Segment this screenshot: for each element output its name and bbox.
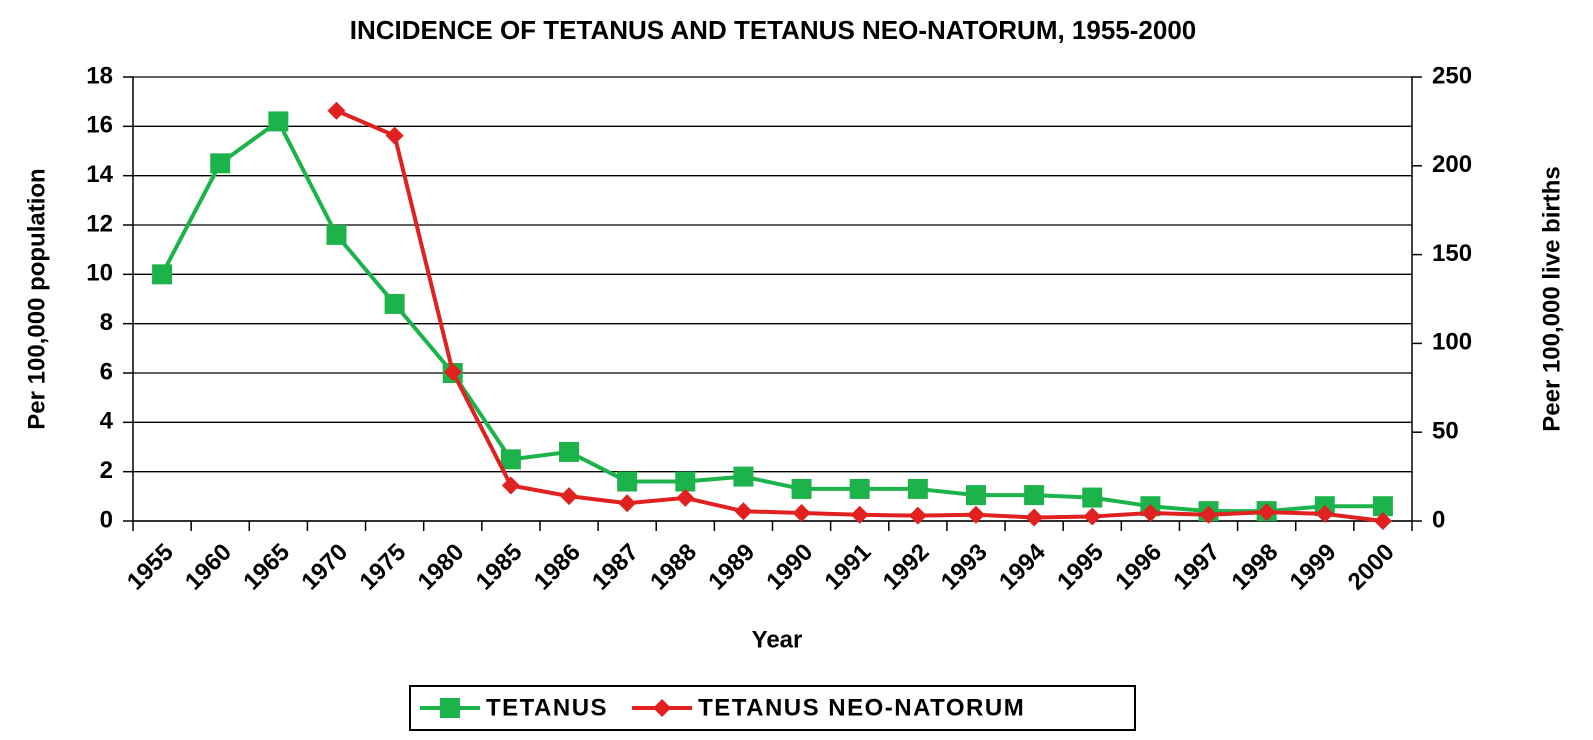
- marker: [734, 502, 753, 521]
- marker: [1373, 512, 1392, 530]
- x-tick-label: 1955: [122, 539, 179, 596]
- marker: [1257, 503, 1276, 522]
- marker: [559, 441, 580, 462]
- marker: [675, 471, 696, 492]
- x-tick-label: 1987: [587, 539, 644, 596]
- marker: [618, 494, 637, 513]
- marker: [966, 505, 985, 524]
- x-tick-label: 1998: [1227, 539, 1284, 596]
- x-tick-label: 1995: [1052, 539, 1109, 596]
- marker: [1372, 496, 1393, 517]
- x-tick-label: 1991: [820, 539, 877, 596]
- legend-label: TETANUS: [486, 694, 608, 721]
- y-tick-label: 14: [86, 161, 113, 188]
- x-tick-label: 1990: [761, 539, 818, 596]
- marker: [1141, 504, 1160, 523]
- y-tick-label: 10: [86, 260, 113, 287]
- series: [152, 111, 1393, 522]
- x-tick-label: 1994: [994, 538, 1051, 595]
- marker: [676, 488, 695, 507]
- legend: TETANUS TETANUS NEO-NATORUM: [409, 685, 1136, 731]
- marker: [1083, 507, 1102, 526]
- y2-axis-label: Peer 100,000 live births: [1538, 166, 1565, 432]
- marker: [384, 293, 405, 314]
- marker: [500, 449, 521, 470]
- marker: [791, 478, 812, 499]
- legend-label: TETANUS NEO-NATORUM: [698, 694, 1025, 721]
- marker: [733, 466, 754, 487]
- x-tick-label: 1970: [296, 539, 353, 596]
- y-tick-label: 0: [100, 506, 113, 533]
- y2-tick-label: 100: [1432, 329, 1472, 356]
- marker: [443, 362, 462, 381]
- x-axis-label: Year: [752, 626, 803, 653]
- y-tick-label: 18: [86, 62, 113, 89]
- x-tick-label: 1997: [1168, 539, 1225, 596]
- x-tick-label: 1960: [180, 539, 237, 596]
- x-tick-label: 1999: [1285, 539, 1342, 596]
- marker: [385, 126, 404, 145]
- marker: [1199, 505, 1218, 524]
- y-tick-label: 4: [100, 408, 114, 435]
- series-line: [335, 108, 1384, 523]
- y2-tick-label: 50: [1432, 418, 1459, 445]
- x-tick-label: 1993: [936, 539, 993, 596]
- y2-tick-label: 150: [1432, 240, 1472, 267]
- y2-tick-label: 0: [1432, 506, 1445, 533]
- x-tick-label: 2000: [1343, 539, 1400, 596]
- y2-tick-label: 250: [1432, 62, 1472, 89]
- legend-box: [409, 685, 1136, 731]
- x-tick-label: 1989: [703, 539, 760, 596]
- y2-tick-label: 200: [1432, 151, 1472, 178]
- marker: [907, 478, 928, 499]
- marker: [326, 224, 347, 245]
- marker: [152, 264, 173, 285]
- x-tick-label: 1985: [471, 539, 528, 596]
- x-tick-label: 1975: [354, 539, 411, 596]
- marker: [560, 487, 579, 506]
- marker: [850, 505, 869, 524]
- y-tick-label: 6: [100, 358, 113, 385]
- y-tick-label: 8: [100, 309, 113, 336]
- x-tick-label: 1965: [238, 539, 295, 596]
- marker: [1315, 504, 1334, 523]
- marker: [965, 485, 986, 506]
- marker: [268, 111, 289, 132]
- marker: [792, 504, 811, 523]
- series-line: [160, 119, 1383, 514]
- marker: [849, 478, 870, 499]
- x-tick-label: 1996: [1110, 539, 1167, 596]
- marker: [327, 101, 346, 120]
- marker: [501, 476, 520, 495]
- marker: [653, 699, 672, 717]
- chart-title: INCIDENCE OF TETANUS AND TETANUS NEO-NAT…: [350, 15, 1197, 45]
- marker: [210, 153, 231, 174]
- series: [327, 101, 1392, 530]
- marker: [908, 506, 927, 525]
- x-tick-label: 1986: [529, 539, 586, 596]
- marker: [1024, 485, 1045, 506]
- x-tick-label: 1980: [413, 539, 470, 596]
- marker: [440, 698, 460, 718]
- marker: [1082, 487, 1103, 508]
- x-tick-label: 1988: [645, 539, 702, 596]
- marker: [617, 471, 638, 492]
- x-tick-label: 1992: [878, 539, 935, 596]
- y-axis-label: Per 100,000 population: [23, 168, 50, 429]
- y-tick-label: 16: [86, 112, 113, 139]
- y-tick-label: 12: [86, 210, 113, 237]
- y-tick-label: 2: [100, 457, 113, 484]
- marker: [1025, 508, 1044, 527]
